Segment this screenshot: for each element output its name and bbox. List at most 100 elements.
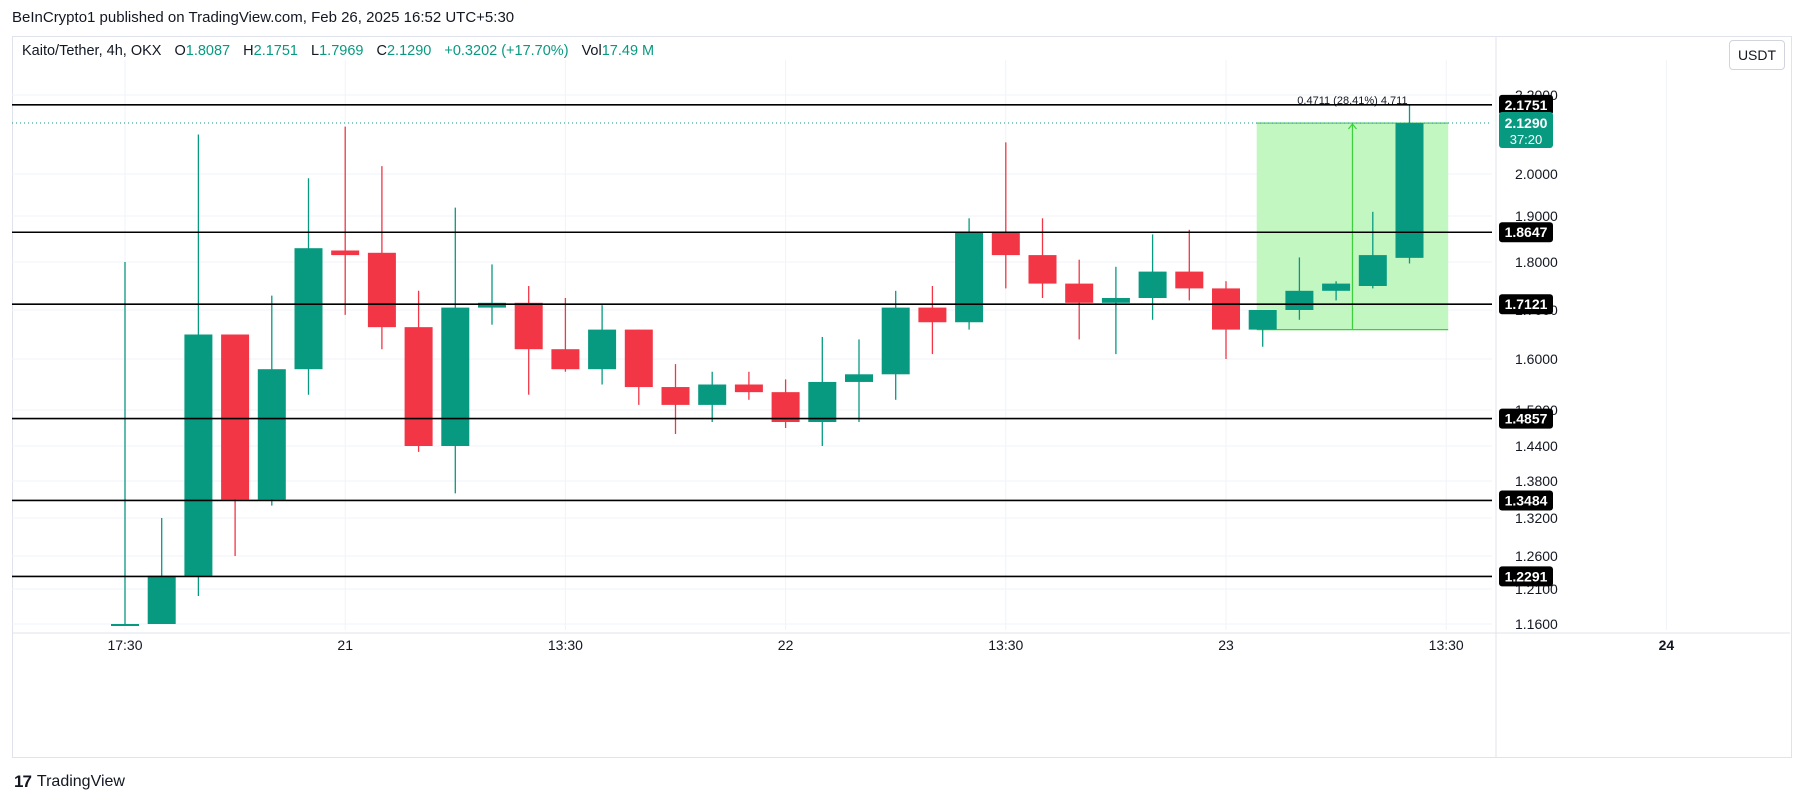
close-label: C — [376, 43, 387, 59]
candle — [918, 286, 947, 355]
candle — [698, 371, 727, 422]
candle-body — [881, 307, 910, 375]
candle-body — [734, 384, 763, 393]
candle — [624, 329, 653, 405]
currency-button[interactable]: USDT — [1729, 40, 1785, 70]
candle-layer — [111, 104, 1424, 626]
candle-body — [294, 248, 323, 370]
y-tick-label: 1.3200 — [1515, 510, 1558, 526]
candle-body — [845, 374, 873, 382]
tradingview-logo-text: TradingView — [36, 773, 125, 790]
level-price-tag — [1499, 490, 1553, 511]
candle — [367, 166, 396, 350]
candle — [955, 218, 984, 330]
candle — [1248, 310, 1277, 347]
low-value: 1.7969 — [319, 43, 364, 59]
candle-body — [588, 329, 617, 370]
level-price-tag — [1499, 294, 1553, 315]
candle — [184, 134, 213, 596]
open-label: O — [174, 43, 186, 59]
measure-arrow-head — [1347, 123, 1357, 130]
candle-countdown: 37:20 — [1510, 132, 1543, 147]
candle-body — [147, 575, 176, 624]
axis-layer: 2.20002.00001.90001.80001.70001.60001.50… — [107, 87, 1674, 653]
candle-body — [991, 232, 1020, 256]
level-price-tag — [1499, 566, 1553, 587]
y-tick-label: 1.2600 — [1515, 548, 1558, 564]
candle-body — [661, 387, 690, 405]
tradingview-logo-icon: 17 — [14, 772, 32, 791]
y-tick-label: 1.8000 — [1515, 254, 1558, 270]
candle — [478, 264, 506, 325]
candle — [1212, 281, 1240, 359]
candle-body — [257, 369, 286, 500]
candle-body — [1358, 255, 1387, 286]
candle — [1322, 281, 1351, 301]
candle — [1395, 104, 1424, 264]
candle — [221, 334, 250, 556]
candle — [294, 178, 323, 395]
chart-frame — [12, 36, 1792, 758]
candle-body — [441, 307, 470, 446]
candle — [1175, 229, 1204, 301]
candle — [771, 379, 800, 428]
candle-body — [1101, 298, 1130, 303]
candle-body — [1175, 271, 1204, 289]
level-price-label: 1.4857 — [1505, 411, 1548, 427]
x-tick-label: 22 — [778, 637, 794, 653]
candle — [734, 371, 763, 400]
candle — [331, 126, 360, 315]
candle — [1028, 218, 1057, 298]
candle-body — [1285, 290, 1314, 310]
candle-body — [1065, 283, 1094, 303]
candle — [111, 262, 139, 626]
x-tick-label: 13:30 — [988, 637, 1023, 653]
candle-body — [624, 329, 653, 388]
candle-body — [1395, 123, 1424, 258]
high-label: H — [243, 43, 254, 59]
x-tick-label: 21 — [337, 637, 353, 653]
y-tick-label: 1.6000 — [1515, 351, 1558, 367]
candle-body — [184, 334, 213, 576]
x-tick-label: 17:30 — [107, 637, 142, 653]
level-price-label: 1.2291 — [1505, 568, 1548, 584]
candle-body — [551, 349, 580, 370]
level-price-tag — [1499, 408, 1553, 429]
y-tick-label: 2.0000 — [1515, 166, 1558, 182]
volume-value: 17.49 M — [601, 43, 655, 59]
candle-body — [1248, 310, 1277, 330]
candle-body — [1138, 271, 1167, 298]
level-price-tag — [1499, 94, 1553, 115]
last-price-tag — [1499, 112, 1553, 149]
x-tick-label: 13:30 — [1429, 637, 1464, 653]
open-value: 1.8087 — [185, 43, 231, 59]
candle-body — [1212, 288, 1240, 330]
x-tick-label: 13:30 — [548, 637, 583, 653]
y-tick-label: 1.9000 — [1515, 208, 1558, 224]
level-price-label: 1.7121 — [1505, 296, 1548, 312]
y-tick-label: 1.3800 — [1515, 473, 1558, 489]
candle — [1138, 234, 1167, 320]
symbol-info[interactable]: Kaito/Tether, 4h, OKX — [22, 43, 162, 59]
volume-label: Vol — [581, 43, 602, 59]
change-value: +0.3202 (+17.70%) — [444, 43, 569, 59]
level-price-tag — [1499, 222, 1553, 243]
price-chart[interactable]: 0.4711 (28.41%) 4,711 2.20002.00001.9000… — [0, 0, 1804, 760]
candle — [588, 305, 617, 385]
publisher-line: BeInCrypto1 published on TradingView.com… — [12, 9, 515, 26]
candle — [808, 336, 837, 446]
high-value: 2.1751 — [253, 43, 298, 59]
candle — [1358, 211, 1387, 289]
last-price-label: 2.1290 — [1505, 115, 1548, 131]
candle — [551, 298, 580, 372]
candle — [404, 290, 433, 452]
tradingview-logo[interactable]: 17 TradingView — [14, 772, 125, 792]
candle — [661, 364, 690, 434]
candle — [881, 290, 910, 400]
y-tick-label: 1.1600 — [1515, 616, 1558, 632]
candle — [257, 295, 286, 506]
candle-body — [771, 392, 800, 422]
candle-body — [1028, 255, 1057, 284]
candle-body — [514, 302, 543, 350]
candle-body — [404, 327, 433, 446]
